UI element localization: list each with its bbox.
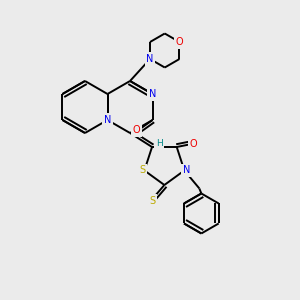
Text: O: O — [190, 139, 197, 149]
Text: N: N — [149, 89, 156, 99]
Text: O: O — [176, 37, 183, 47]
Text: N: N — [104, 115, 111, 125]
Text: S: S — [149, 196, 155, 206]
Text: N: N — [146, 54, 154, 64]
Text: O: O — [133, 125, 140, 135]
Text: H: H — [156, 139, 162, 148]
Text: S: S — [139, 166, 146, 176]
Text: N: N — [183, 166, 190, 176]
